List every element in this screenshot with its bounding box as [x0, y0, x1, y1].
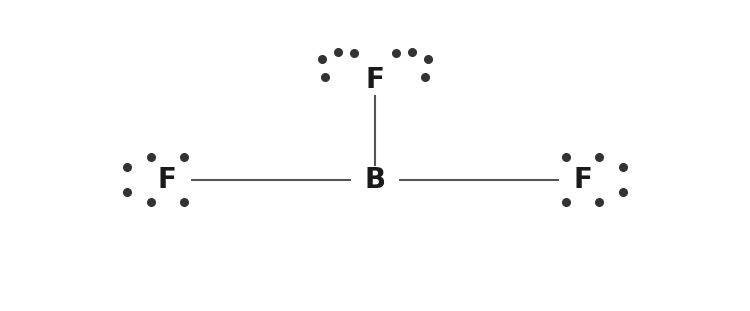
Text: F: F [365, 66, 385, 94]
Text: F: F [158, 166, 177, 194]
Text: F: F [573, 166, 592, 194]
Text: B: B [364, 166, 386, 194]
